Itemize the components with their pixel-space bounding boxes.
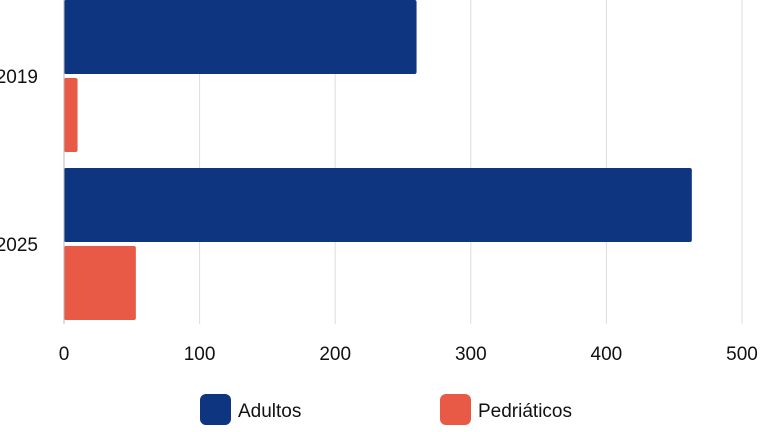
legend-swatch-adultos: [200, 394, 231, 425]
legend: Adultos Pedriáticos: [200, 394, 572, 425]
axes: 2019 2025 0 100 200 300 400 500: [0, 0, 758, 365]
bars: [64, 0, 692, 320]
x-tick-label: 0: [59, 344, 70, 365]
x-tick-label: 500: [726, 344, 758, 365]
x-tick-label: 100: [184, 344, 216, 365]
bar-adultos-2019: [64, 0, 417, 74]
y-tick-label: 2019: [0, 67, 38, 88]
legend-swatch-pedriáticos: [440, 394, 471, 425]
bar-pedriáticos-2019: [64, 78, 78, 152]
bar-pedriáticos-2025: [64, 246, 136, 320]
x-tick-label: 200: [319, 344, 351, 365]
bar-adultos-2025: [64, 168, 692, 242]
legend-label-adultos: Adultos: [238, 401, 301, 422]
legend-label-pedriáticos: Pedriáticos: [478, 401, 572, 422]
y-tick-label: 2025: [0, 235, 38, 256]
x-tick-label: 300: [455, 344, 487, 365]
x-tick-label: 400: [591, 344, 623, 365]
